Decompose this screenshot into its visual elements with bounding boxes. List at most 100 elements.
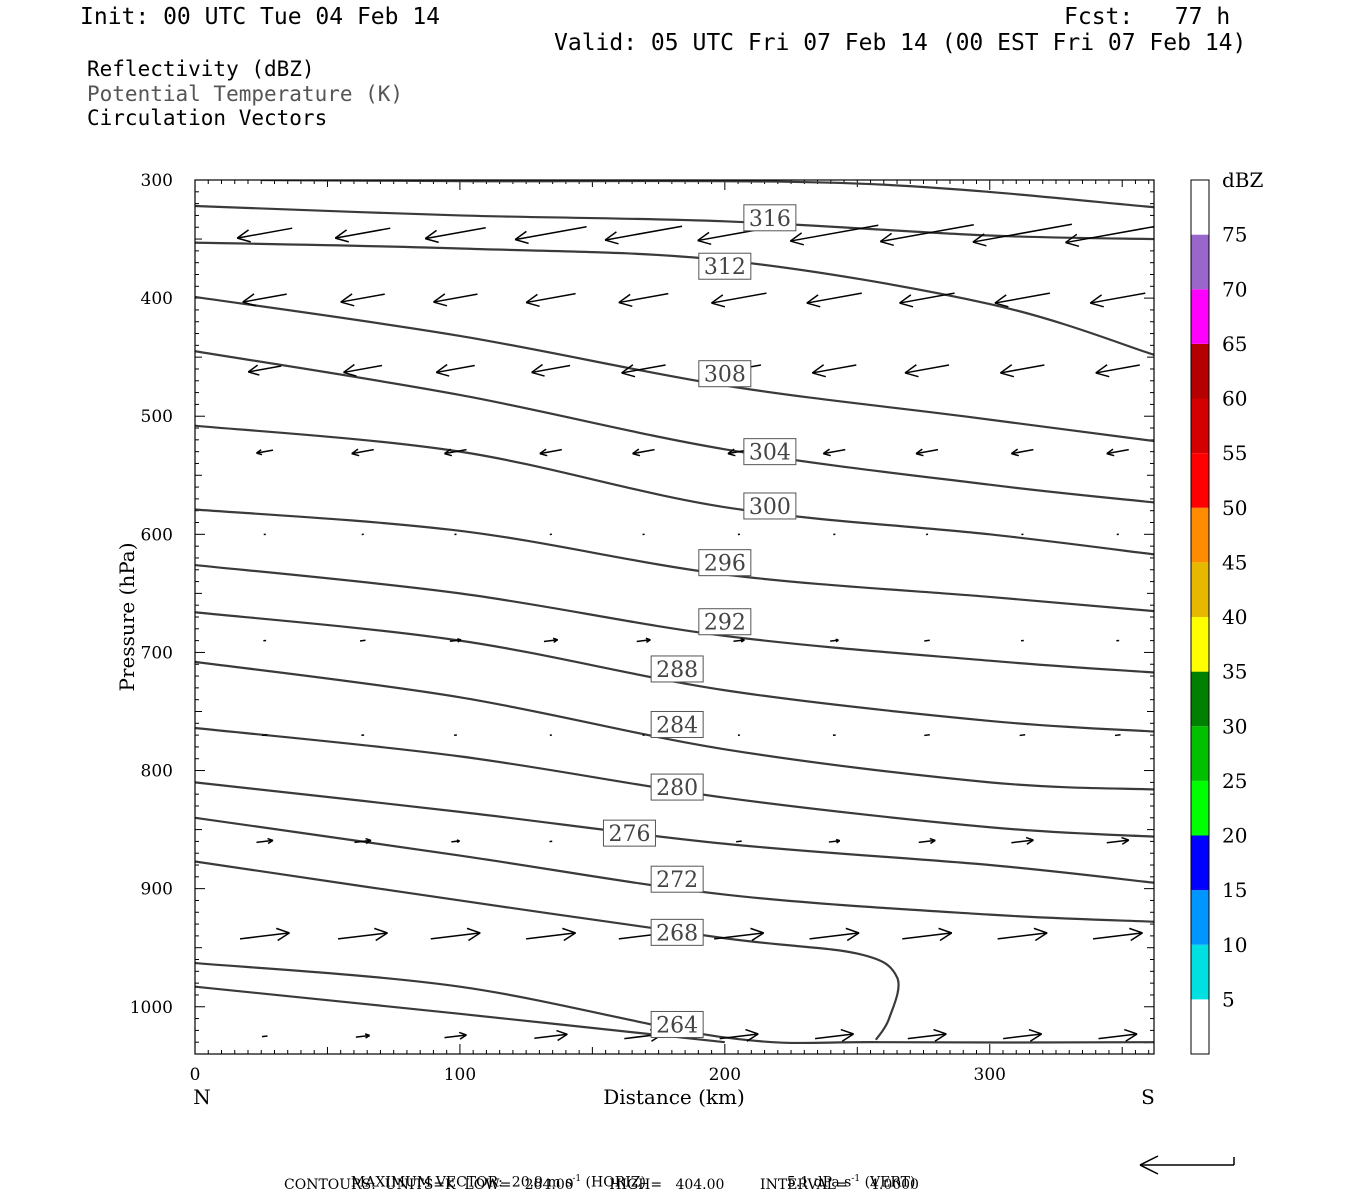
circulation-vector <box>812 364 857 374</box>
circulation-vector <box>621 364 666 374</box>
vector-arrowhead <box>841 1033 854 1042</box>
circulation-vector <box>828 840 840 843</box>
vector-arrowhead <box>972 233 985 243</box>
field-label-vectors: Circulation Vectors <box>87 106 328 130</box>
theta-contour-line <box>195 961 1154 1045</box>
theta-contour-line <box>195 350 1154 504</box>
colorbar-segment <box>1191 234 1209 290</box>
vector-arrowhead <box>618 301 633 308</box>
vector-arrowhead <box>343 371 357 377</box>
colorbar-tick-label: 65 <box>1222 332 1247 356</box>
vector-arrowhead <box>539 448 547 455</box>
vector-arrowhead <box>880 240 894 247</box>
theta-contour-line <box>195 860 900 1041</box>
circulation-vector <box>814 1033 854 1040</box>
circulation-vector <box>343 364 383 374</box>
x-axis: 0 100 200 300 <box>190 1065 1006 1085</box>
circulation-vector <box>261 1035 268 1038</box>
circulation-vector <box>514 225 587 241</box>
vector-arrowhead <box>242 301 257 307</box>
forecast-hour: Fcst: 77 h <box>1064 4 1231 30</box>
colorbar-segment <box>1191 999 1209 1054</box>
colorbar-segment <box>1191 289 1209 344</box>
vector-arrowhead <box>340 293 353 303</box>
vector-arrowhead <box>435 363 448 374</box>
y-tick-label: 800 <box>141 762 173 782</box>
circulation-vector <box>899 292 955 304</box>
circulation-vectors <box>236 223 1154 1042</box>
vector-arrowhead <box>374 927 388 934</box>
vector-arrowhead <box>879 232 893 243</box>
vector-arrowhead <box>727 448 735 455</box>
vector-arrowhead <box>697 239 712 246</box>
colorbar-segment <box>1191 398 1209 454</box>
circulation-vector <box>534 1033 568 1040</box>
vector-arrowhead <box>1125 1033 1138 1042</box>
circulation-vector <box>1065 225 1154 244</box>
circulation-vector <box>806 292 862 304</box>
circulation-vector <box>539 448 562 455</box>
contour-label: 272 <box>656 868 698 893</box>
colorbar-segment <box>1191 343 1209 399</box>
contour-label: 292 <box>704 611 746 636</box>
circulation-vector <box>337 932 388 940</box>
vector-arrowhead <box>1129 927 1143 934</box>
vector-arrowhead <box>433 301 448 307</box>
vector-arrowhead <box>806 302 821 308</box>
circulation-vector <box>1114 734 1121 737</box>
circulation-vector <box>256 839 274 844</box>
circulation-vector <box>902 932 952 940</box>
circulation-vector <box>256 449 274 454</box>
vector-arrowhead <box>632 452 641 457</box>
circulation-vector <box>994 292 1051 304</box>
circulation-vector <box>636 639 651 643</box>
vector-arrowhead <box>334 229 348 239</box>
vector-arrowhead <box>525 293 538 304</box>
vector-arrowhead <box>745 1028 759 1035</box>
circulation-vector <box>1092 932 1143 940</box>
colorbar-tick-label: 25 <box>1222 769 1247 793</box>
y-axis-title: Pressure (hPa) <box>115 543 139 692</box>
colorbar-segment <box>1191 562 1209 617</box>
vector-arrowhead <box>466 927 481 934</box>
circulation-vector <box>618 292 669 304</box>
colorbar-tick-label: 15 <box>1222 878 1247 902</box>
contour-label: 268 <box>656 921 698 946</box>
reflectivity-colorbar: 5 10 15 20 25 30 35 40 45 50 55 60 65 70 75 <box>1190 179 1247 1055</box>
vector-arrowhead <box>790 240 804 246</box>
vector-arrowhead <box>1130 932 1143 942</box>
colorbar-segment <box>1191 453 1209 508</box>
colorbar-frame <box>1190 179 1210 1055</box>
circulation-vector <box>239 932 290 940</box>
circulation-vector <box>444 448 467 455</box>
vector-arrowhead <box>424 229 437 240</box>
vector-arrowhead <box>618 293 631 304</box>
colorbar-tick-label: 50 <box>1222 496 1247 520</box>
vector-arrowhead <box>539 452 548 457</box>
vector-arrowhead <box>727 452 736 457</box>
vector-arrowhead <box>915 452 924 457</box>
vector-arrowhead <box>939 932 953 942</box>
vector-arrowhead <box>247 364 259 373</box>
colorbar-tick-label: 20 <box>1222 824 1247 848</box>
colorbar-tick-label: 60 <box>1222 387 1247 411</box>
vector-arrowhead <box>531 363 543 374</box>
circulation-vector <box>425 226 486 240</box>
circulation-vector <box>1011 448 1034 455</box>
circulation-vector <box>1000 364 1045 374</box>
theta-contour-line <box>195 611 1154 733</box>
circulation-vector <box>351 448 374 455</box>
contour-label: 284 <box>656 713 698 738</box>
contour-label-box <box>698 549 752 577</box>
contour-label-box <box>602 819 656 847</box>
y-tick-label: 900 <box>141 880 173 900</box>
vector-arrowhead <box>514 238 529 245</box>
contour-label-box <box>650 1010 704 1038</box>
vector-arrowhead <box>1025 836 1034 841</box>
vector-arrowhead <box>750 927 764 934</box>
vector-arrowhead <box>525 301 540 308</box>
circulation-vector <box>433 293 478 303</box>
x-tick-label: 0 <box>190 1065 201 1085</box>
vector-arrowhead <box>458 1031 467 1036</box>
circulation-vector <box>714 932 764 940</box>
